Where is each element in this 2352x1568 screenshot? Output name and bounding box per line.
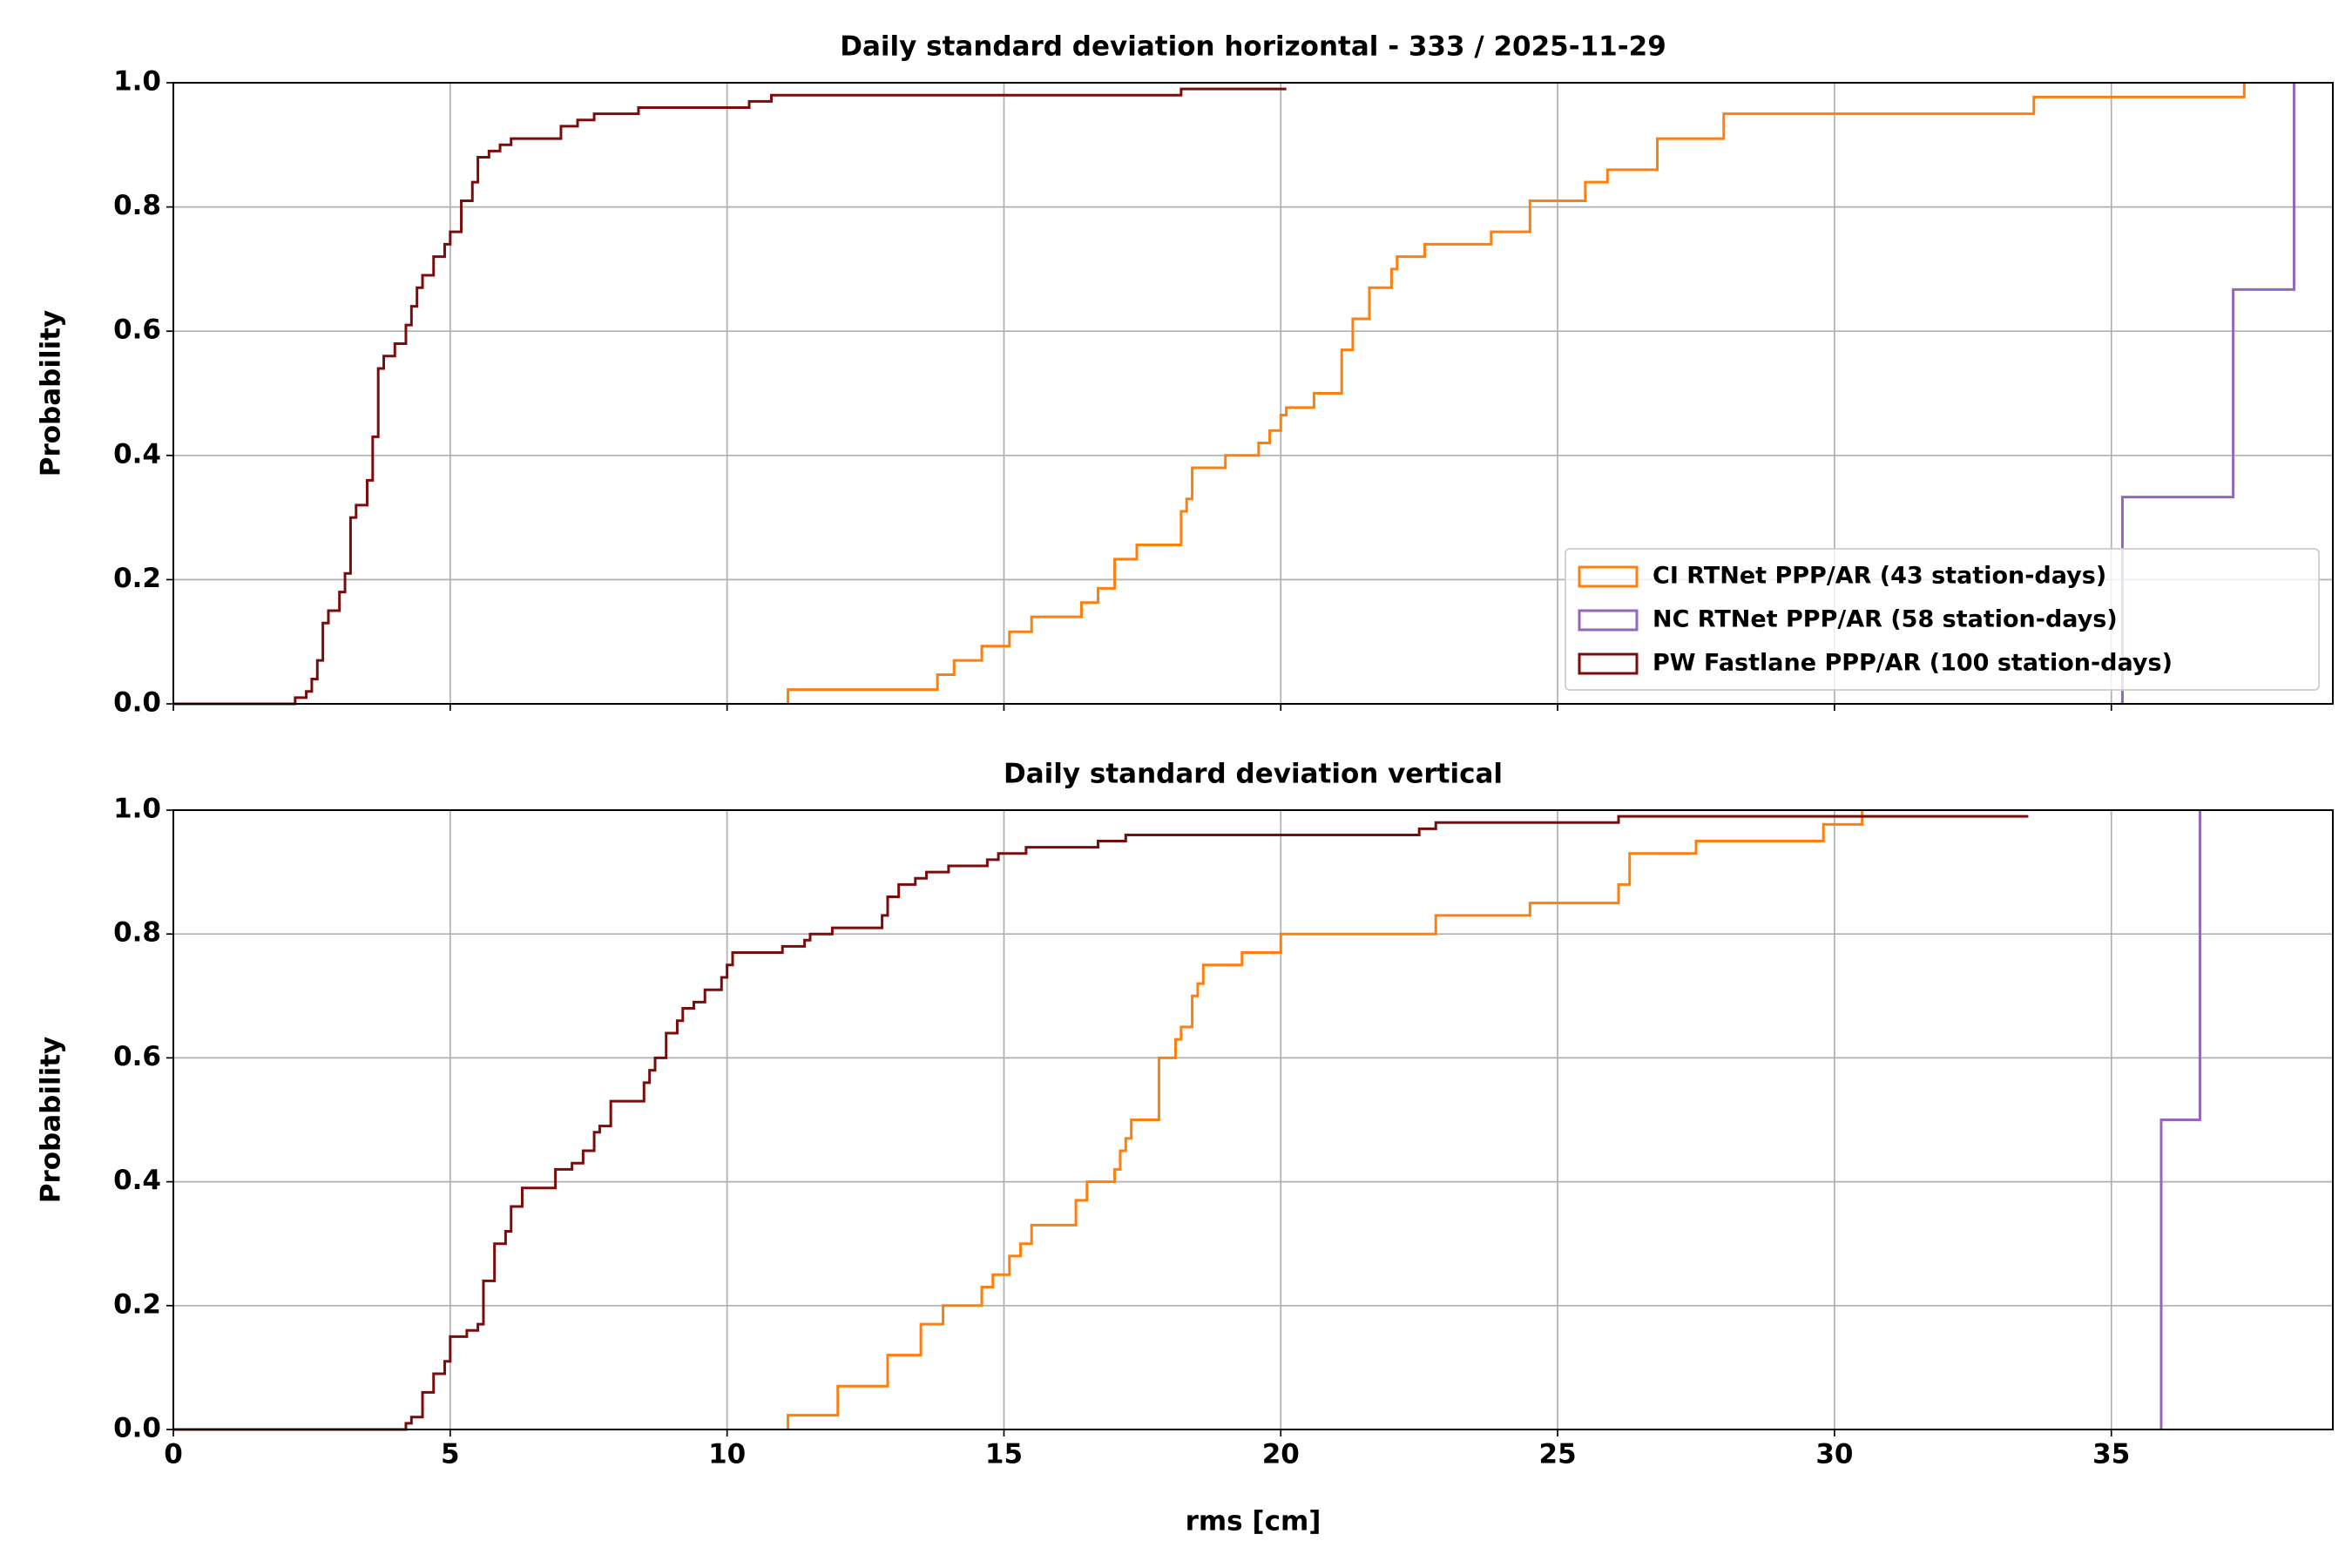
legend-label: NC RTNet PPP/AR (58 station-days) (1652, 606, 2118, 633)
chart-title: Daily standard deviation horizontal - 33… (840, 31, 1666, 63)
y-axis-label: Probability (36, 1037, 67, 1204)
x-tick-label: 15 (985, 1439, 1023, 1470)
legend-swatch (1578, 609, 1639, 632)
cdf-line (787, 810, 1864, 1429)
y-tick-label: 0.6 (113, 1041, 161, 1072)
chart-title: Daily standard deviation vertical (1004, 759, 1503, 790)
cdf-line (787, 83, 2246, 704)
y-tick-label: 0.0 (113, 687, 161, 719)
axes-frame (172, 809, 2334, 1430)
legend-swatch (1578, 652, 1639, 675)
y-tick-label: 0.8 (113, 917, 161, 949)
legend-label: PW Fastlane PPP/AR (100 station-days) (1652, 650, 2173, 677)
cdf-line (173, 87, 1287, 706)
cdf-line (173, 814, 2029, 1431)
legend-label: CI RTNet PPP/AR (43 station-days) (1652, 563, 2106, 590)
y-tick-label: 0.8 (113, 190, 161, 221)
y-tick-label: 0.2 (113, 1288, 161, 1320)
x-tick-label: 25 (1539, 1439, 1577, 1470)
y-tick-label: 0.6 (113, 314, 161, 346)
axes-frame (172, 82, 2334, 705)
x-tick-label: 20 (1262, 1439, 1300, 1470)
x-tick-label: 5 (441, 1439, 460, 1470)
y-axis-label: Probability (36, 310, 67, 477)
y-tick-label: 1.0 (113, 66, 161, 98)
x-tick-label: 10 (708, 1439, 746, 1470)
x-tick-label: 35 (2092, 1439, 2130, 1470)
x-axis-label: rms [cm] (1186, 1506, 1321, 1538)
y-tick-label: 0.4 (113, 1165, 161, 1196)
y-tick-label: 0.0 (113, 1413, 161, 1444)
legend-box (1565, 548, 2320, 691)
y-tick-label: 0.2 (113, 563, 161, 594)
cdf-line (2159, 810, 2201, 1429)
x-tick-label: 0 (164, 1439, 183, 1470)
x-tick-label: 30 (1815, 1439, 1853, 1470)
y-tick-label: 0.4 (113, 438, 161, 470)
legend: CI RTNet PPP/AR (43 station-days) NC RTNe… (1565, 548, 2320, 691)
legend-swatch (1578, 565, 1639, 588)
cdf-line (2120, 83, 2296, 704)
y-tick-label: 1.0 (113, 794, 161, 825)
